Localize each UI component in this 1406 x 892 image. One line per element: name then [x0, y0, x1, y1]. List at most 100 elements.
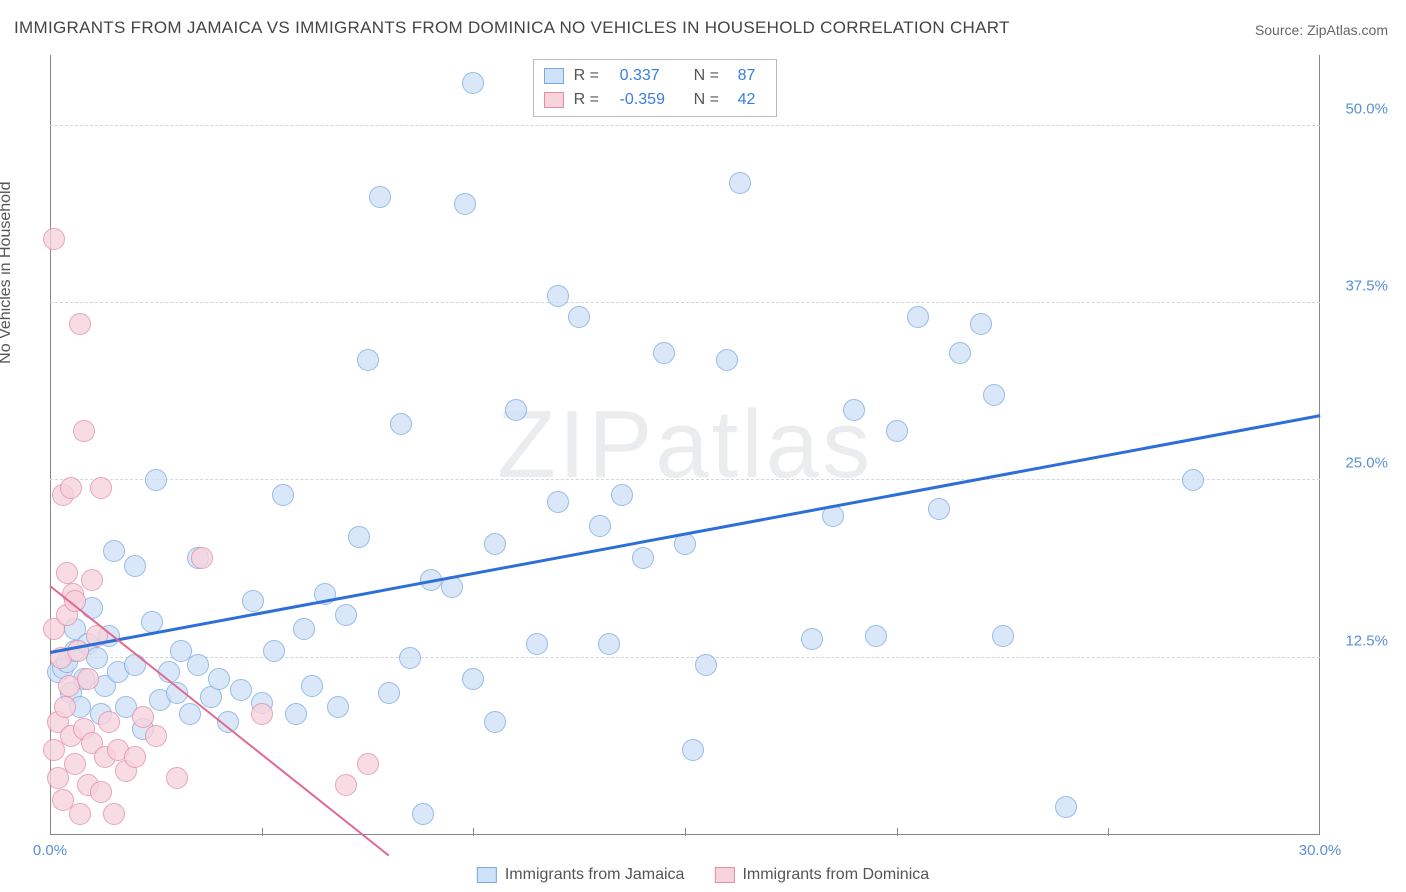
data-point-jamaica [970, 313, 992, 335]
watermark: ZIPatlas [497, 390, 873, 500]
legend-swatch-dominica [544, 92, 564, 108]
data-point-jamaica [589, 515, 611, 537]
n-value-jamaica: 87 [738, 64, 766, 88]
x-minor-tick [473, 828, 474, 836]
data-point-jamaica [611, 484, 633, 506]
data-point-dominica [251, 703, 273, 725]
data-point-jamaica [949, 342, 971, 364]
data-point-jamaica [86, 647, 108, 669]
n-label: N = [694, 64, 728, 88]
data-point-jamaica [399, 647, 421, 669]
y-axis-label: No Vehicles in Household [0, 181, 15, 363]
data-point-jamaica [187, 654, 209, 676]
y-tick-label: 50.0% [1345, 100, 1388, 117]
data-point-jamaica [695, 654, 717, 676]
data-point-jamaica [1182, 469, 1204, 491]
data-point-dominica [69, 313, 91, 335]
data-point-dominica [335, 774, 357, 796]
x-minor-tick [685, 828, 686, 836]
grid-line [50, 125, 1320, 126]
data-point-dominica [145, 725, 167, 747]
data-point-jamaica [484, 533, 506, 555]
data-point-jamaica [716, 349, 738, 371]
data-point-dominica [60, 477, 82, 499]
data-point-dominica [77, 668, 99, 690]
data-point-jamaica [547, 491, 569, 513]
data-point-dominica [64, 753, 86, 775]
data-point-jamaica [378, 682, 400, 704]
data-point-jamaica [682, 739, 704, 761]
data-point-jamaica [230, 679, 252, 701]
grid-line [50, 657, 1320, 658]
data-point-jamaica [369, 186, 391, 208]
grid-line [50, 302, 1320, 303]
data-point-dominica [67, 640, 89, 662]
data-point-jamaica [843, 399, 865, 421]
data-point-jamaica [907, 306, 929, 328]
data-point-jamaica [454, 193, 476, 215]
data-point-jamaica [145, 469, 167, 491]
data-point-jamaica [547, 285, 569, 307]
data-point-jamaica [632, 547, 654, 569]
data-point-jamaica [505, 399, 527, 421]
data-point-jamaica [983, 384, 1005, 406]
data-point-jamaica [301, 675, 323, 697]
data-point-jamaica [242, 590, 264, 612]
x-minor-tick [1108, 828, 1109, 836]
legend-bottom: Immigrants from Jamaica Immigrants from D… [477, 866, 929, 884]
data-point-dominica [43, 228, 65, 250]
legend-label-dominica: Immigrants from Dominica [742, 866, 929, 884]
data-point-jamaica [653, 342, 675, 364]
data-point-jamaica [335, 604, 357, 626]
data-point-jamaica [103, 540, 125, 562]
data-point-jamaica [462, 72, 484, 94]
chart-title: IMMIGRANTS FROM JAMAICA VS IMMIGRANTS FR… [14, 18, 1010, 38]
x-minor-tick [262, 828, 263, 836]
legend-swatch-jamaica [477, 867, 497, 883]
n-label: N = [694, 88, 728, 112]
data-point-dominica [124, 746, 146, 768]
data-point-dominica [357, 753, 379, 775]
data-point-jamaica [886, 420, 908, 442]
y-tick-label: 12.5% [1345, 632, 1388, 649]
r-label: R = [574, 64, 610, 88]
source-attribution: Source: ZipAtlas.com [1255, 22, 1388, 38]
data-point-dominica [69, 803, 91, 825]
data-point-jamaica [293, 618, 315, 640]
data-point-jamaica [124, 654, 146, 676]
data-point-jamaica [801, 628, 823, 650]
data-point-jamaica [568, 306, 590, 328]
grid-line [50, 479, 1320, 480]
data-point-jamaica [327, 696, 349, 718]
data-point-jamaica [124, 555, 146, 577]
data-point-jamaica [1055, 796, 1077, 818]
y-tick-label: 25.0% [1345, 455, 1388, 472]
legend-swatch-dominica [714, 867, 734, 883]
data-point-jamaica [598, 633, 620, 655]
data-point-dominica [191, 547, 213, 569]
data-point-jamaica [348, 526, 370, 548]
data-point-dominica [103, 803, 125, 825]
data-point-dominica [73, 420, 95, 442]
data-point-jamaica [285, 703, 307, 725]
data-point-dominica [90, 781, 112, 803]
data-point-jamaica [208, 668, 230, 690]
data-point-dominica [98, 711, 120, 733]
data-point-dominica [54, 696, 76, 718]
data-point-jamaica [526, 633, 548, 655]
data-point-dominica [56, 562, 78, 584]
data-point-jamaica [992, 625, 1014, 647]
axis-border [50, 55, 1320, 835]
y-tick-label: 37.5% [1345, 278, 1388, 295]
data-point-jamaica [179, 703, 201, 725]
data-point-jamaica [263, 640, 285, 662]
data-point-jamaica [272, 484, 294, 506]
legend-item-jamaica: Immigrants from Jamaica [477, 866, 685, 884]
data-point-dominica [166, 767, 188, 789]
data-point-jamaica [729, 172, 751, 194]
legend-row-jamaica: R =0.337N =87 [544, 64, 766, 88]
legend-correlation-box: R =0.337N =87R =-0.359N =42 [533, 59, 777, 117]
chart-container: IMMIGRANTS FROM JAMAICA VS IMMIGRANTS FR… [0, 0, 1406, 892]
legend-row-dominica: R =-0.359N =42 [544, 88, 766, 112]
data-point-jamaica [674, 533, 696, 555]
